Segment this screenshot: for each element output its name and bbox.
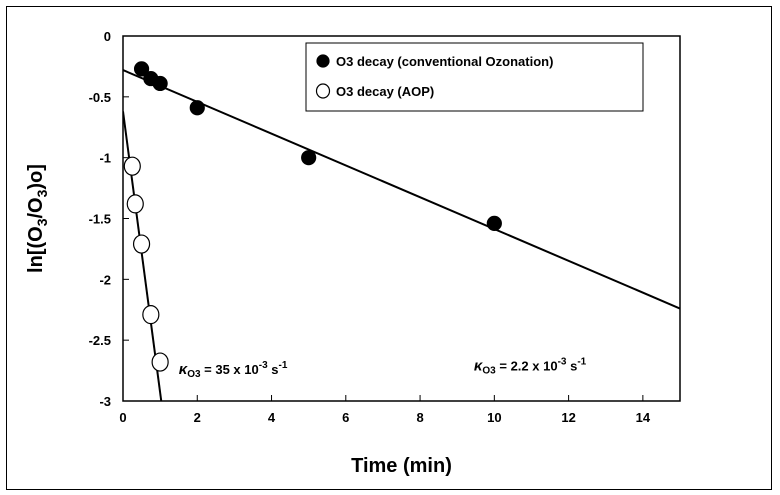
data-point-series-1: [486, 215, 502, 231]
annotation-sub: O3: [482, 366, 496, 377]
annotation-sub: O3: [187, 369, 201, 380]
x-tick-label: 10: [487, 410, 501, 425]
y-tick-label: -2: [99, 272, 111, 287]
annotation-exp: -3: [558, 357, 567, 368]
annotation-unit-exp: -1: [577, 357, 586, 368]
data-point-series-2: [151, 352, 169, 372]
x-tick-label: 4: [268, 410, 276, 425]
data-point-series-1: [301, 150, 317, 166]
rate-constant-annotation: κO3 = 2.2 x 10-3 s-1: [474, 357, 587, 377]
x-tick-label: 6: [342, 410, 349, 425]
x-tick-label: 0: [119, 410, 126, 425]
legend-entry-label: O3 decay (AOP): [336, 84, 434, 99]
data-point-series-2: [126, 194, 144, 214]
annotation-unit: s: [268, 362, 279, 377]
data-point-series-1: [189, 100, 205, 116]
annotation-k: κ: [474, 358, 484, 375]
annotation-exp: -3: [259, 360, 268, 371]
x-axis-title: Time (min): [351, 455, 452, 477]
annotation-unit-exp: -1: [278, 360, 287, 371]
annotation-text: = 2.2 x 10: [496, 359, 558, 374]
x-tick-label: 2: [194, 410, 201, 425]
rate-constant-annotation: κO3 = 35 x 10-3 s-1: [179, 360, 288, 380]
y-tick-label: 0: [104, 29, 111, 44]
y-tick-label: -3: [99, 394, 111, 409]
y-axis-title-part: )o]: [25, 164, 47, 190]
y-tick-label: -0.5: [89, 90, 111, 105]
data-point-series-2: [123, 156, 141, 176]
y-axis-title-subscript: 3: [34, 189, 50, 197]
y-axis-title: ln[(O3/O3)o]: [25, 164, 50, 273]
legend-box: [305, 42, 644, 112]
x-tick-label: 8: [416, 410, 423, 425]
annotation-unit: s: [566, 359, 577, 374]
data-point-series-2: [142, 305, 160, 325]
legend: O3 decay (conventional Ozonation) O3 deca…: [305, 42, 644, 112]
chart-frame: [6, 6, 772, 490]
y-axis-title-part: /O: [25, 197, 47, 218]
y-axis-title-part: ln[(O: [25, 226, 47, 273]
y-axis-title-subscript: 3: [34, 218, 50, 226]
x-tick-label: 12: [561, 410, 575, 425]
y-tick-label: -1.5: [89, 212, 111, 227]
data-point-series-2: [132, 234, 151, 254]
legend-marker: [316, 54, 330, 68]
data-point-series-1: [152, 75, 168, 92]
x-tick-label: 14: [636, 410, 651, 425]
legend-entry-label: O3 decay (conventional Ozonation): [336, 54, 553, 69]
legend-marker: [315, 83, 331, 99]
fit-line-series-1: [123, 69, 680, 310]
data-point-series-1: [133, 61, 150, 77]
annotation-text: = 35 x 10: [201, 362, 259, 377]
y-tick-label: -2.5: [89, 333, 111, 348]
y-tick-label: -1: [99, 151, 111, 166]
annotation-k: κ: [179, 361, 189, 378]
